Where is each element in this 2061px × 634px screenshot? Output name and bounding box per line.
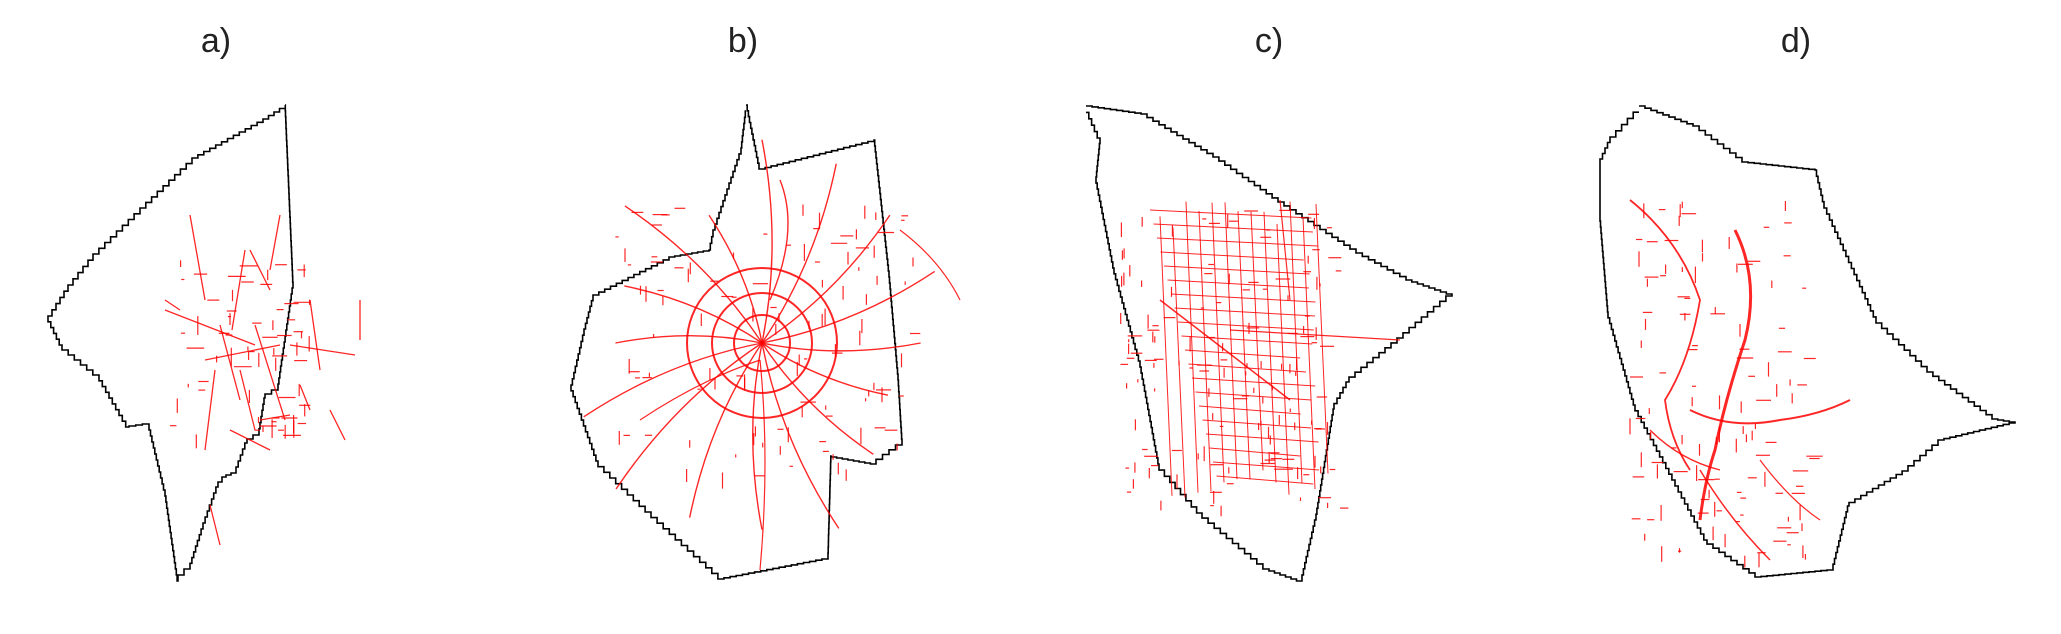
grid-street-c (1216, 475, 1314, 485)
grid-street-c (1170, 293, 1316, 303)
grid-street-c (1159, 216, 1173, 496)
grid-street-c (1202, 419, 1312, 429)
grid-street-c (1205, 433, 1319, 443)
grid-street-c (1211, 202, 1225, 483)
radial-road-b (761, 214, 891, 344)
road-segment-a (309, 299, 321, 371)
radial-road-b (615, 335, 763, 344)
grid-street-c (1153, 223, 1313, 233)
panel-label-d: d) (1780, 22, 1812, 60)
grid-street-c (1174, 307, 1315, 317)
ring-road-b (733, 314, 791, 372)
road-segment-c (1279, 199, 1291, 301)
grid-street-c (1198, 210, 1212, 491)
grid-street-c (1315, 204, 1329, 474)
radial-road-b (615, 342, 763, 490)
grid-street-c (1224, 202, 1238, 480)
road-segment-c (1159, 299, 1291, 401)
grid-street-c (1198, 405, 1301, 415)
road-segment-a (189, 214, 206, 301)
road-segment-a (231, 249, 246, 331)
road-segment-a (204, 369, 216, 451)
grid-street-c (1276, 224, 1290, 495)
grid-street-c (1237, 211, 1251, 480)
radial-road-b (761, 163, 837, 344)
road-segment-d (1629, 199, 1701, 471)
road-segment-d (1649, 429, 1721, 471)
grid-street-c (1289, 201, 1303, 484)
grid-street-c (1156, 237, 1318, 247)
road-segment-a (209, 504, 221, 546)
grid-street-c (1149, 209, 1312, 219)
map-panel-b (570, 104, 961, 580)
radial-road-b (761, 342, 921, 352)
radial-road-b (761, 342, 889, 396)
road-segment-b (899, 229, 961, 301)
road-segment-a (254, 324, 286, 421)
grid-street-c (1263, 211, 1277, 483)
region-boundary-b (570, 104, 903, 580)
road-segment-a (269, 214, 281, 271)
road-segment-d (1759, 459, 1821, 521)
road-segment-a (239, 369, 256, 431)
grid-street-c (1191, 377, 1316, 387)
radial-road-b (752, 342, 763, 530)
radial-road-b (761, 342, 840, 529)
map-panel-d (1599, 105, 2016, 578)
panel-label-a: a) (200, 22, 232, 60)
ring-road-b (711, 292, 813, 394)
grid-street-c (1181, 335, 1313, 345)
region-boundary-c (1086, 105, 1453, 582)
road-segment-c (1229, 329, 1401, 341)
radial-road-b (761, 270, 936, 344)
radial-road-b (708, 214, 763, 344)
grid-street-c (1177, 321, 1314, 331)
road-segment-b (769, 179, 789, 301)
road-segment-d (1699, 469, 1771, 561)
grid-street-c (1185, 201, 1199, 493)
grid-street-c (1209, 447, 1301, 457)
road-segment-a (164, 309, 256, 346)
road-segment-b (639, 359, 761, 421)
grid-street-c (1184, 349, 1301, 359)
radial-road-b (761, 342, 874, 455)
grid-street-c (1160, 251, 1304, 261)
grid-street-c (1250, 211, 1264, 471)
radial-road-b (624, 205, 763, 344)
map-panel-c (1086, 105, 1453, 582)
grid-street-c (1167, 279, 1309, 289)
road-segment-a (164, 299, 181, 311)
main-road-d (1698, 229, 1753, 521)
road-segment-a (204, 344, 281, 361)
map-panel-a (47, 104, 361, 582)
road-segment-a (229, 429, 271, 451)
panel-label-c: c) (1254, 22, 1284, 60)
grid-street-c (1195, 391, 1312, 401)
road-segment-b (759, 359, 766, 571)
road-segment-a (219, 324, 241, 401)
road-segment-d (1689, 399, 1851, 425)
road-segment-a (289, 344, 356, 356)
radial-road-b (624, 285, 763, 344)
road-segment-a (329, 409, 346, 441)
radial-road-b (583, 342, 763, 418)
ring-road-b (686, 267, 838, 419)
radial-road-b (761, 139, 773, 344)
grid-street-c (1302, 217, 1316, 490)
radial-road-b (688, 342, 763, 518)
road-segment-a (249, 249, 271, 291)
panel-label-b: b) (727, 22, 759, 60)
region-boundary-a (47, 104, 294, 582)
region-boundary-d (1599, 105, 2016, 578)
